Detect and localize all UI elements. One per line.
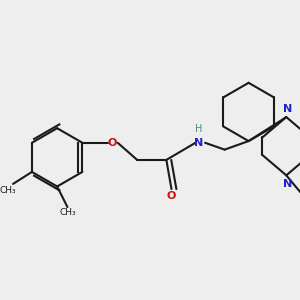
- Text: O: O: [167, 191, 176, 201]
- Text: N: N: [194, 138, 203, 148]
- Text: CH₃: CH₃: [59, 208, 76, 217]
- Text: O: O: [107, 138, 117, 148]
- Text: H: H: [195, 124, 203, 134]
- Text: N: N: [284, 103, 292, 113]
- Text: N: N: [284, 179, 292, 189]
- Text: CH₃: CH₃: [0, 186, 16, 195]
